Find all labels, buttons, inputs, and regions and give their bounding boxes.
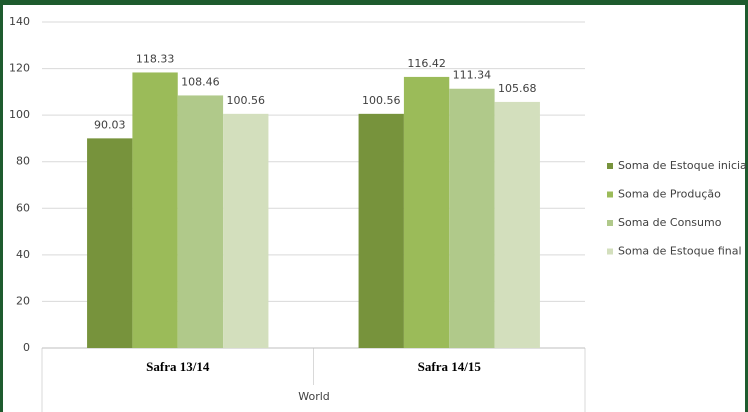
frame-top bbox=[0, 0, 748, 5]
y-tick-label: 100 bbox=[9, 108, 30, 121]
y-tick-label: 60 bbox=[16, 201, 30, 214]
bar bbox=[177, 95, 224, 348]
y-tick-label: 0 bbox=[23, 341, 30, 354]
legend-label: Soma de Estoque final bbox=[618, 245, 742, 258]
bar bbox=[403, 76, 450, 348]
legend-label: Soma de Produção bbox=[618, 188, 721, 201]
y-tick-label: 80 bbox=[16, 155, 30, 168]
legend-label: Soma de Estoque inicial bbox=[618, 159, 748, 172]
data-label: 118.33 bbox=[136, 52, 175, 65]
legend-label: Soma de Consumo bbox=[618, 216, 722, 229]
bar bbox=[449, 88, 495, 349]
data-label: 111.34 bbox=[453, 69, 492, 82]
data-label: 90.03 bbox=[94, 118, 126, 131]
y-tick-label: 40 bbox=[16, 248, 30, 261]
y-tick-label: 120 bbox=[9, 62, 30, 75]
data-label: 100.56 bbox=[227, 94, 266, 107]
frame-right bbox=[745, 0, 748, 412]
x-axis-label: World bbox=[298, 390, 330, 403]
bar bbox=[358, 113, 404, 348]
legend-swatch bbox=[607, 220, 613, 226]
y-tick-label: 140 bbox=[9, 15, 30, 28]
bar bbox=[87, 138, 133, 348]
bar bbox=[223, 113, 269, 348]
x-tick-label: Safra 14/15 bbox=[418, 359, 482, 374]
bar bbox=[132, 72, 178, 348]
y-tick-label: 20 bbox=[16, 294, 30, 307]
legend-swatch bbox=[607, 248, 613, 255]
legend-swatch bbox=[607, 191, 613, 198]
data-label: 116.42 bbox=[407, 57, 446, 70]
data-label: 108.46 bbox=[181, 75, 220, 88]
frame-left bbox=[0, 0, 3, 412]
data-label: 100.56 bbox=[362, 94, 401, 107]
data-label: 105.68 bbox=[498, 82, 537, 95]
x-tick-label: Safra 13/14 bbox=[146, 359, 210, 374]
bar bbox=[494, 101, 540, 349]
legend-swatch bbox=[607, 163, 613, 169]
